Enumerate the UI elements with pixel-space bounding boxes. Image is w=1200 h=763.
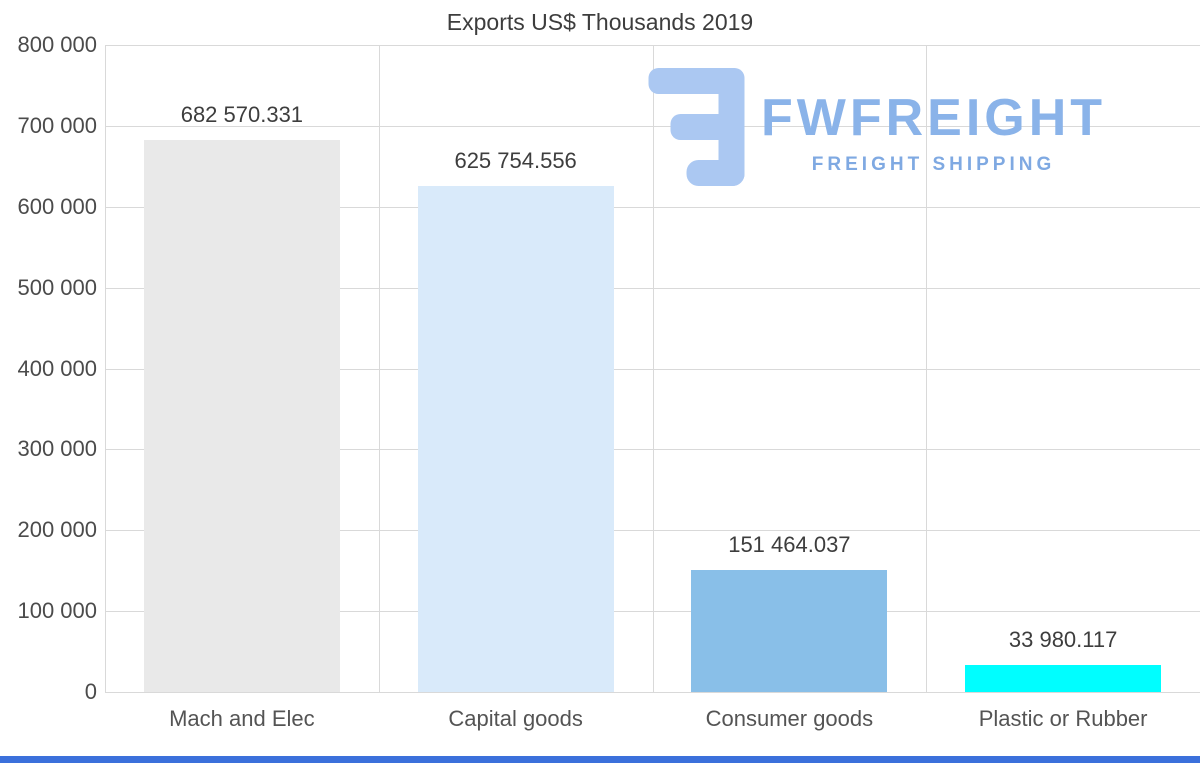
y-tick-label: 400 000 [17,355,97,381]
bar-value-label: 682 570.331 [180,101,304,127]
x-category-label: Mach and Elec [169,706,315,731]
column-gridline [378,45,380,692]
x-category-label: Capital goods [448,706,583,731]
gridline [105,692,1200,693]
y-tick-label: 700 000 [17,112,97,138]
y-tick-label: 800 000 [17,32,97,57]
x-category-label: Consumer goods [705,706,874,731]
bar-capital-goods[interactable] [417,185,614,692]
x-axis-labels: Mach and Elec Capital goods Consumer goods… [105,706,1200,732]
y-axis-labels: 0 100 000 200 000 300 000 400 000 500 000 600 … [0,32,97,704]
y-tick-label: 100 000 [17,598,97,624]
y-tick-label: 500 000 [17,274,97,300]
bar-consumer-goods[interactable] [691,569,888,692]
column-gridline [652,45,654,692]
column-gridline [105,45,106,692]
x-category-label: Plastic or Rubber [978,706,1148,731]
bar-value-label: 625 754.556 [454,147,577,173]
y-tick-label: 300 000 [17,436,97,462]
bar-value-label: 33 980.117 [1008,626,1118,652]
bar-plastic-or-rubber[interactable] [965,664,1162,692]
bar-mach-and-elec[interactable] [143,139,340,692]
bottom-accent-strip [0,756,1200,763]
y-tick-label: 0 [84,679,97,704]
y-tick-label: 600 000 [17,193,97,219]
column-gridline [926,45,928,692]
chart-title: Exports US$ Thousands 2019 [446,9,754,35]
plot-area: 682 570.331 625 754.556 151 464.037 33 980.… [105,45,1200,693]
y-tick-label: 200 000 [17,517,97,543]
bar-value-label: 151 464.037 [728,531,851,557]
